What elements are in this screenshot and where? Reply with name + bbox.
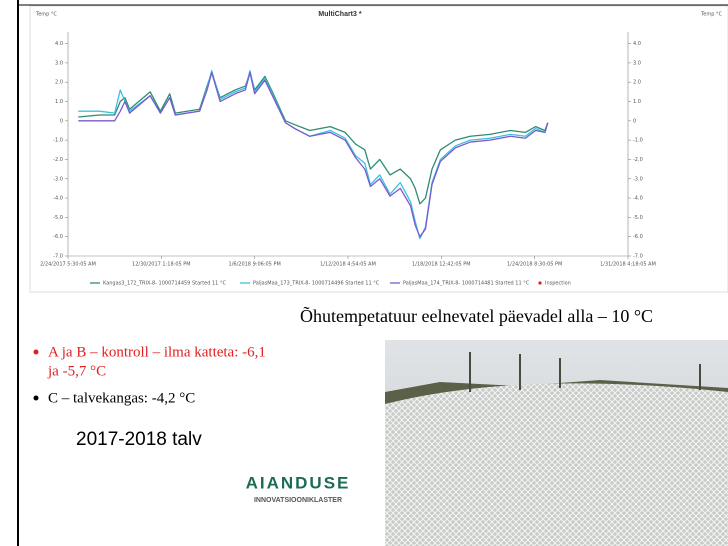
- legend-label: PaljasMaa_174_TRIX-8- 1000714481 Started…: [403, 281, 530, 287]
- y2-tick-label: 1.0: [633, 99, 641, 105]
- bullet-dot: [33, 349, 39, 355]
- y-tick-label: -6.0: [53, 234, 63, 240]
- x-tick-label: 12/30/2017 1:18:05 PM: [132, 262, 191, 268]
- chart-frame: [29, 5, 728, 293]
- x-tick-label: 2/24/2017 5:30:05 AM: [40, 262, 96, 268]
- y2-tick-label: -2.0: [633, 157, 643, 163]
- y-tick-label: 4.0: [55, 41, 63, 47]
- y2-axis-label: Temp °C: [700, 12, 722, 18]
- chart-title: MultiChart3 *: [318, 11, 361, 18]
- x-tick-label: 1/24/2018 8:30:05 PM: [507, 262, 562, 268]
- y2-tick-label: -5.0: [633, 215, 643, 221]
- y-tick-label: 1.0: [55, 99, 63, 105]
- bullet-dot: [33, 395, 39, 401]
- y2-tick-label: -1.0: [633, 138, 643, 144]
- x-tick-label: 1/6/2018 9:06:05 PM: [229, 262, 281, 268]
- chart: MultiChart3 * Temp °C Temp °C 4.0 4.0 3.0 3…: [35, 11, 723, 287]
- y2-tick-label: 2.0: [633, 80, 641, 86]
- x-tick-label: 1/18/2018 12:42:05 PM: [412, 262, 471, 268]
- bullet-text: C – talvekangas: -4,2 °C: [48, 390, 195, 406]
- bullet-text: ja -5,7 °C: [47, 363, 106, 379]
- y2-tick-label: -6.0: [633, 234, 643, 240]
- y-axis-label: Temp °C: [35, 12, 57, 18]
- y-tick-label: -4.0: [53, 196, 63, 202]
- photo: [385, 340, 728, 546]
- y-tick-label: -7.0: [53, 254, 63, 260]
- y-tick-label: -2.0: [53, 157, 63, 163]
- y2-tick-label: 0: [633, 118, 636, 124]
- caption: Õhutempetatuur eelnevatel päevadel alla …: [300, 305, 653, 326]
- bullet-text: A ja B – kontroll – ilma katteta: -6,1: [48, 344, 266, 360]
- y-tick-label: -1.0: [53, 138, 63, 144]
- legend-label: Kangas3_172_TRIX-8- 1000714459 Started 1…: [103, 281, 226, 287]
- y2-tick-label: -3.0: [633, 176, 643, 182]
- series-line: [78, 71, 549, 205]
- y-tick-label: 2.0: [55, 80, 63, 86]
- legend-label: PaljasMaa_173_TRIX-8- 1000714496 Started…: [253, 281, 380, 287]
- y-tick-label: 0: [60, 118, 63, 124]
- y-tick-label: -3.0: [53, 176, 63, 182]
- series-line: [78, 71, 549, 238]
- logo-subtitle: INNOVATSIOONIKLASTER: [254, 497, 342, 504]
- y2-tick-label: 4.0: [633, 41, 641, 47]
- y2-tick-label: 3.0: [633, 60, 641, 66]
- x-tick-label: 1/31/2018 4:18:05 AM: [600, 262, 656, 268]
- y2-tick-label: -7.0: [633, 254, 643, 260]
- logo-title: AIANDUSE: [246, 473, 351, 492]
- x-tick-label: 1/12/2018 4:54:05 AM: [320, 262, 376, 268]
- y2-tick-label: -4.0: [633, 196, 643, 202]
- y-tick-label: -5.0: [53, 215, 63, 221]
- legend-marker: [538, 281, 542, 285]
- legend-label: Inspection: [545, 281, 571, 287]
- season: 2017-2018 talv: [76, 429, 202, 450]
- y-tick-label: 3.0: [55, 60, 63, 66]
